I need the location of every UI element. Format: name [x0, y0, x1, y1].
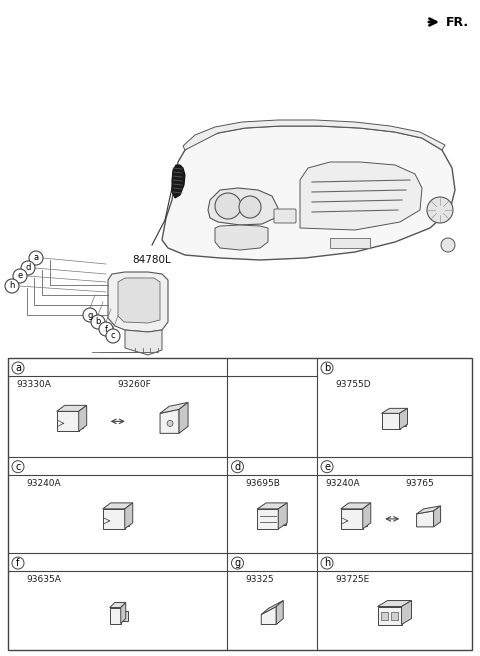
Polygon shape	[261, 607, 276, 625]
Text: h: h	[9, 281, 15, 291]
Text: 93725E: 93725E	[335, 575, 369, 584]
Polygon shape	[382, 408, 408, 413]
Polygon shape	[162, 126, 455, 260]
Polygon shape	[79, 415, 83, 428]
Circle shape	[321, 461, 333, 473]
Polygon shape	[261, 600, 283, 615]
Text: h: h	[324, 558, 330, 568]
Circle shape	[231, 461, 243, 473]
Circle shape	[99, 322, 113, 336]
Text: b: b	[96, 318, 101, 327]
Circle shape	[12, 362, 24, 374]
Polygon shape	[121, 611, 128, 621]
Circle shape	[231, 557, 243, 569]
Circle shape	[91, 315, 105, 329]
Polygon shape	[399, 417, 406, 426]
Polygon shape	[208, 188, 278, 225]
Polygon shape	[278, 503, 287, 529]
Circle shape	[321, 362, 333, 374]
Text: 93765: 93765	[406, 479, 434, 487]
Circle shape	[21, 261, 35, 275]
Polygon shape	[215, 225, 268, 250]
Text: 93260F: 93260F	[117, 380, 151, 389]
Circle shape	[427, 197, 453, 223]
Text: c: c	[111, 331, 115, 340]
Text: 93330A: 93330A	[16, 380, 51, 389]
Polygon shape	[363, 512, 367, 526]
Text: b: b	[324, 363, 330, 373]
Polygon shape	[172, 165, 185, 198]
Text: 93635A: 93635A	[26, 575, 61, 584]
Polygon shape	[118, 278, 160, 323]
Polygon shape	[257, 509, 278, 529]
Text: a: a	[34, 253, 38, 262]
Polygon shape	[382, 413, 399, 429]
Bar	[391, 611, 397, 619]
Text: 93240A: 93240A	[26, 479, 60, 487]
Polygon shape	[276, 600, 283, 625]
Polygon shape	[125, 503, 133, 529]
Text: FR.: FR.	[446, 16, 469, 28]
Text: d: d	[234, 462, 240, 472]
Text: e: e	[17, 272, 23, 281]
Polygon shape	[377, 607, 401, 625]
Text: 93240A: 93240A	[325, 479, 360, 487]
Polygon shape	[417, 511, 433, 527]
Polygon shape	[300, 162, 422, 230]
Polygon shape	[57, 411, 79, 432]
Polygon shape	[57, 405, 87, 411]
Bar	[8, 358, 472, 650]
Text: d: d	[25, 264, 31, 272]
Circle shape	[29, 251, 43, 265]
Bar	[381, 611, 387, 619]
Polygon shape	[401, 600, 411, 625]
Circle shape	[5, 279, 19, 293]
Text: e: e	[324, 462, 330, 472]
Polygon shape	[110, 602, 126, 607]
Polygon shape	[160, 402, 188, 413]
Circle shape	[12, 557, 24, 569]
Polygon shape	[278, 513, 286, 525]
Circle shape	[215, 193, 241, 219]
Polygon shape	[110, 607, 121, 623]
Text: 84780L: 84780L	[132, 255, 171, 265]
Polygon shape	[341, 503, 371, 509]
Circle shape	[321, 557, 333, 569]
Polygon shape	[341, 509, 363, 529]
Text: c: c	[15, 462, 21, 472]
Bar	[330, 238, 370, 248]
Circle shape	[441, 238, 455, 252]
Text: g: g	[87, 310, 93, 319]
Text: f: f	[105, 325, 108, 333]
Polygon shape	[257, 503, 287, 509]
Text: 93325: 93325	[245, 575, 274, 584]
Text: a: a	[15, 363, 21, 373]
Polygon shape	[179, 402, 188, 434]
Polygon shape	[103, 509, 125, 529]
Polygon shape	[433, 506, 441, 527]
Text: 93695B: 93695B	[245, 479, 280, 487]
Polygon shape	[183, 120, 445, 150]
FancyBboxPatch shape	[274, 209, 296, 223]
Circle shape	[106, 329, 120, 343]
Text: 93755D: 93755D	[335, 380, 371, 389]
Circle shape	[13, 269, 27, 283]
Polygon shape	[108, 272, 168, 332]
Circle shape	[12, 461, 24, 473]
Polygon shape	[160, 409, 179, 434]
Polygon shape	[363, 503, 371, 529]
Circle shape	[83, 308, 97, 322]
Polygon shape	[79, 405, 87, 432]
Polygon shape	[399, 408, 408, 429]
Polygon shape	[417, 506, 441, 514]
Polygon shape	[125, 512, 129, 526]
Text: f: f	[16, 558, 20, 568]
Circle shape	[239, 196, 261, 218]
Circle shape	[167, 420, 173, 426]
Polygon shape	[377, 600, 411, 607]
Polygon shape	[103, 503, 133, 509]
Text: g: g	[234, 558, 240, 568]
Polygon shape	[121, 602, 126, 623]
Polygon shape	[125, 330, 162, 355]
